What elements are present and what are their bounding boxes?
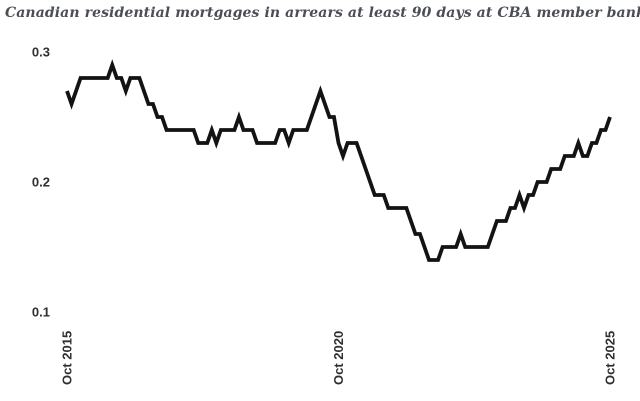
x-tick-label-group: Oct 2020 [331,331,346,385]
y-tick-label: 0.1 [32,305,50,320]
x-tick-label-group: Oct 2025 [603,331,618,385]
y-tick-label: 0.3 [32,45,50,60]
x-tick-label: Oct 2015 [60,331,75,385]
arrears-line-series [65,59,612,262]
chart-title: Canadian residential mortgages in arrear… [5,5,640,21]
x-tick-label-group: Oct 2015 [60,331,75,385]
x-tick-label: Oct 2020 [331,331,346,385]
y-tick-label: 0.2 [32,175,50,190]
x-tick-label: Oct 2025 [603,331,618,385]
